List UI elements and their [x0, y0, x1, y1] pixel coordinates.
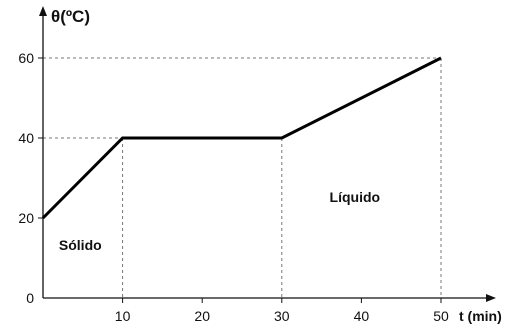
origin-label: 0 [26, 290, 34, 306]
x-tick-label-50: 50 [433, 308, 449, 324]
tick-marks [38, 57, 442, 303]
x-axis-label: t (min) [459, 308, 502, 324]
y-axis-arrow [39, 6, 47, 16]
x-axis-arrow [486, 294, 496, 302]
x-tick-label-20: 20 [194, 308, 210, 324]
y-tick-label-60: 60 [18, 50, 34, 66]
series-line-0 [41, 56, 442, 220]
y-tick-label-20: 20 [18, 210, 34, 226]
series [41, 56, 442, 220]
x-tick-label-10: 10 [115, 308, 131, 324]
annotations: Sólido Líquido [59, 189, 380, 253]
y-axis-label: θ(ºC) [51, 7, 90, 26]
region-label-0: Sólido [59, 237, 102, 253]
x-tick-label-30: 30 [274, 308, 290, 324]
tick-labels: 10 20 30 40 50 20 40 60 [18, 50, 449, 324]
x-tick-label-40: 40 [354, 308, 370, 324]
y-tick-label-40: 40 [18, 130, 34, 146]
reference-lines [43, 57, 442, 298]
region-label-1: Líquido [330, 189, 381, 205]
axes [39, 6, 496, 302]
